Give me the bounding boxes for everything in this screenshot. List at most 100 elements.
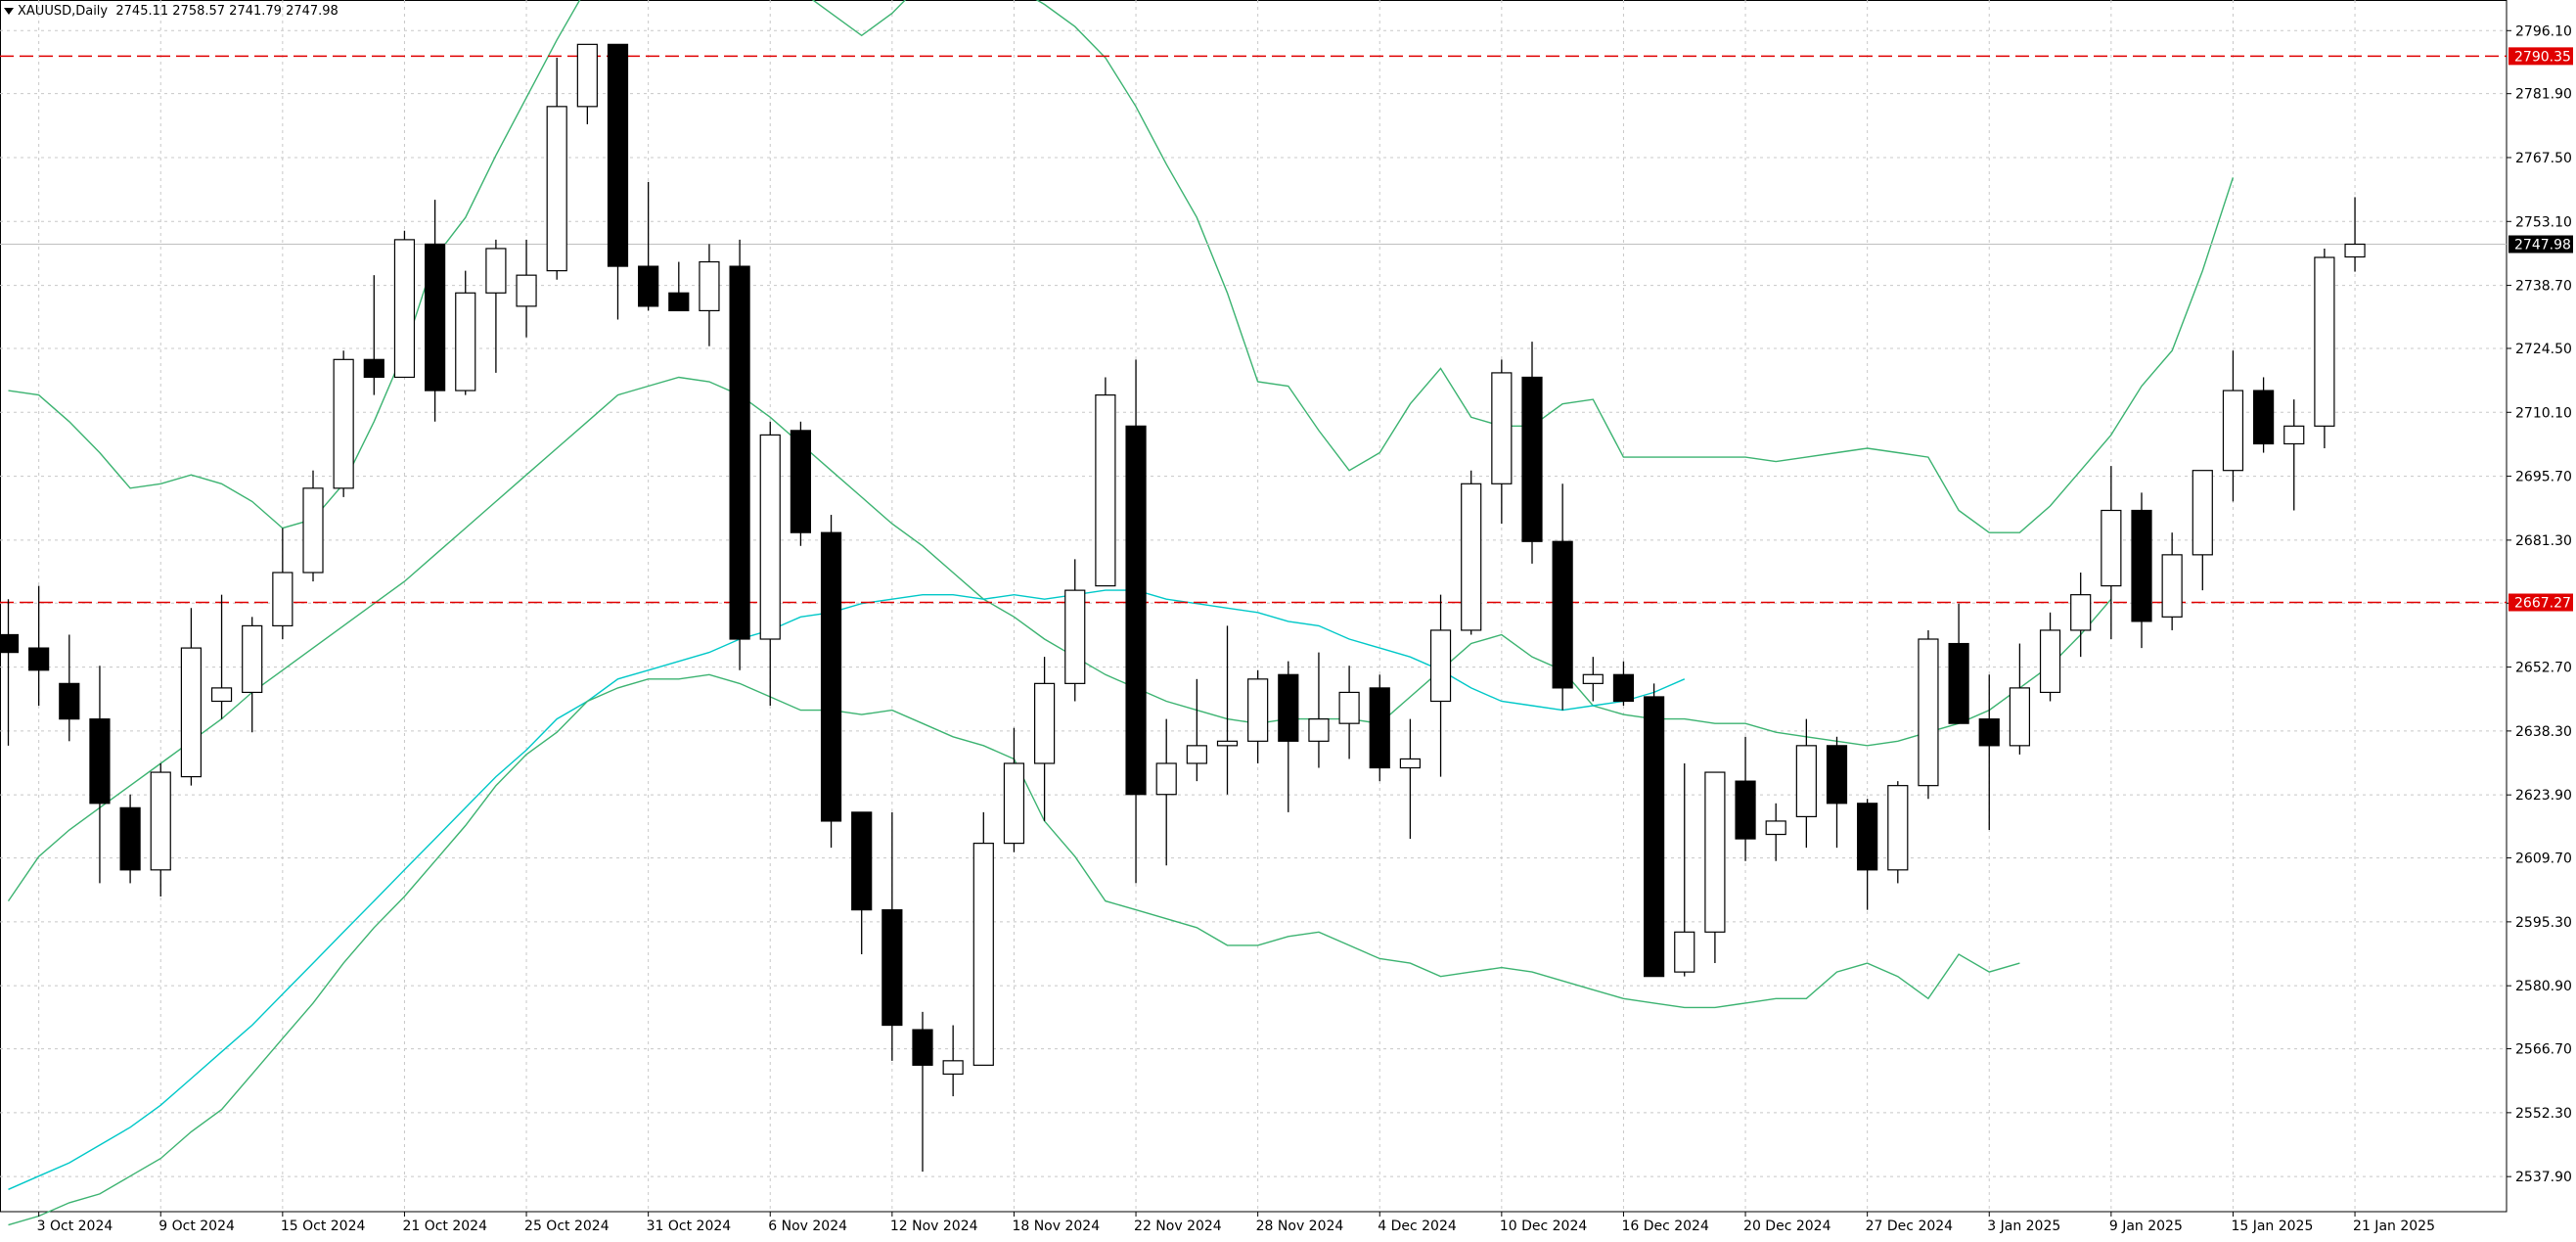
candle-body-bull [1491, 372, 1513, 484]
price-tick-label: 2609.70 [2515, 851, 2572, 867]
candle [1064, 559, 1086, 702]
date-tick-label: 9 Oct 2024 [158, 1219, 235, 1234]
candle [59, 634, 80, 742]
candle [1095, 377, 1116, 587]
candle [2039, 612, 2061, 702]
candle-body-bull [2161, 554, 2183, 618]
candle [1125, 359, 1147, 884]
moving-average-line [8, 589, 1686, 1190]
candle [2131, 492, 2152, 649]
candle-body-bear [790, 430, 812, 533]
candle-body-bear [1948, 642, 1969, 724]
candle-body-bull [699, 260, 720, 312]
candle-body-bull [2314, 256, 2335, 427]
price-axis: 2537.90 2552.30 2566.70 2580.90 2595.30 2609.… [2507, 23, 2573, 1185]
symbol-header[interactable]: XAUUSD,Daily 2745.11 2758.57 2741.79 274… [4, 4, 339, 19]
candle [546, 57, 567, 280]
candle [302, 470, 324, 582]
candle-body-bull [150, 771, 171, 871]
candle [425, 200, 446, 422]
candle-body-bear [1826, 745, 1848, 805]
candle-body-bull [1186, 745, 1207, 764]
candle [1887, 781, 1909, 884]
date-tick-label: 9 Jan 2025 [2109, 1219, 2183, 1234]
price-tick-label: 2580.90 [2515, 979, 2572, 994]
candle-body-bull [455, 292, 476, 391]
ohlc-values: 2745.11 2758.57 2741.79 2747.98 [115, 4, 339, 19]
candle [272, 528, 294, 640]
candle [607, 43, 629, 320]
candle-body-bull [242, 624, 263, 694]
candle [2192, 470, 2213, 591]
candle-body-bear [28, 647, 50, 671]
candle [1461, 470, 1482, 635]
candle-body-bear [1125, 425, 1147, 796]
date-tick-label: 3 Jan 2025 [1987, 1219, 2060, 1234]
candle [1491, 359, 1513, 525]
price-tick-label: 2623.90 [2515, 788, 2572, 804]
candle-body-bull [1247, 678, 1269, 742]
candle [333, 350, 354, 497]
bollinger-upper-line [8, 0, 2235, 533]
candle-body-bear [1612, 673, 1635, 703]
candle-body-bear [363, 358, 384, 379]
candle [1247, 669, 1269, 763]
symbol-label: XAUUSD,Daily [18, 4, 109, 19]
candle [790, 421, 812, 546]
candle [1003, 727, 1025, 852]
date-tick-label: 15 Jan 2025 [2231, 1219, 2313, 1234]
candle [1429, 594, 1452, 777]
candle-body-bull [1704, 771, 1726, 933]
candle-body-bull [759, 434, 781, 640]
candle [1552, 483, 1573, 711]
candle [851, 811, 873, 954]
candle-body-bull [1155, 762, 1177, 796]
level-price-label: 2790.35 [2514, 49, 2571, 65]
candle [393, 230, 416, 379]
candle-body-bear [1978, 718, 2000, 747]
candle [210, 594, 233, 719]
candle [2253, 377, 2275, 453]
candles [0, 43, 2366, 1173]
price-tick-label: 2552.30 [2515, 1106, 2572, 1122]
candle [28, 585, 50, 707]
candle-body-bear [2131, 509, 2152, 622]
candle [1369, 674, 1390, 782]
candle [1033, 657, 1056, 821]
candle-body-bear [1552, 540, 1573, 689]
candle-body-bear [607, 43, 629, 267]
candle [1643, 683, 1665, 978]
candle-body-bull [1887, 785, 1909, 871]
dropdown-triangle-icon[interactable] [4, 8, 14, 15]
candle-body-bull [272, 572, 294, 627]
price-tick-label: 2767.50 [2515, 151, 2572, 166]
candle-body-bull [302, 487, 324, 574]
candle-body-bear [1278, 673, 1299, 742]
horizontal-levels [0, 55, 2507, 604]
candle-body-bear [729, 265, 750, 640]
candle [1795, 718, 1817, 849]
candle-body-bear [820, 531, 842, 822]
candle [89, 666, 111, 884]
candle-body-bull [2070, 594, 2092, 631]
candle-body-bull [2039, 629, 2061, 694]
current-price-tag [2508, 235, 2573, 253]
candle [363, 275, 384, 395]
level-price-tag [2508, 47, 2573, 66]
current-price-label: 2747.98 [2514, 238, 2571, 253]
candle-body-bull [972, 843, 994, 1066]
candle-body-bear [119, 806, 141, 871]
candle [2009, 643, 2030, 755]
date-tick-label: 18 Nov 2024 [1012, 1219, 1100, 1234]
date-tick-label: 6 Nov 2024 [768, 1219, 847, 1234]
candle-body-bear [425, 243, 446, 391]
candle-body-bull [1064, 589, 1086, 684]
candle [2070, 572, 2092, 658]
candle-body-bear [1735, 780, 1756, 840]
date-tick-label: 3 Oct 2024 [37, 1219, 113, 1234]
candle-body-bull [485, 248, 507, 294]
candle-body-bull [1918, 638, 1939, 787]
candle [1399, 718, 1422, 840]
price-tick-label: 2695.70 [2515, 470, 2572, 485]
candle [1338, 666, 1360, 759]
